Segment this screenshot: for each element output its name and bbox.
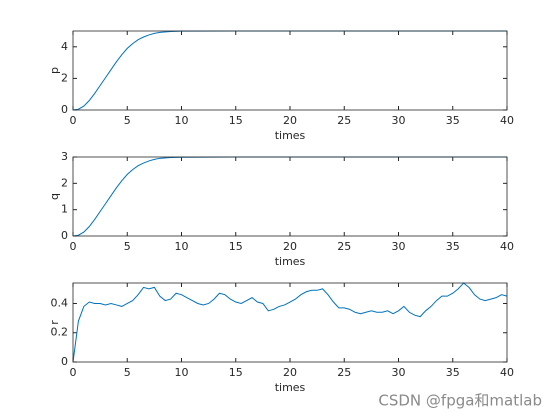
x-tick-label: 10 [175, 114, 189, 127]
x-tick-label: 25 [337, 240, 351, 253]
x-tick-label: 25 [337, 366, 351, 379]
x-tick-label: 40 [500, 240, 514, 253]
x-tick-label: 0 [70, 114, 77, 127]
y-tick-label: 3 [61, 150, 68, 163]
x-tick-label: 0 [70, 366, 77, 379]
x-tick-label: 35 [446, 114, 460, 127]
y-axis-label: q [48, 193, 61, 200]
x-axis-label: times [275, 381, 306, 394]
data-line [72, 282, 508, 363]
x-tick-label: 15 [229, 240, 243, 253]
y-tick-label: 0.4 [51, 296, 69, 309]
y-axis-label: p [48, 67, 61, 74]
y-tick-label: 1 [61, 203, 68, 216]
axes-box [72, 156, 508, 237]
x-tick-label: 0 [70, 240, 77, 253]
x-tick-label: 30 [392, 240, 406, 253]
axes-background [73, 157, 507, 236]
x-tick-label: 15 [229, 114, 243, 127]
y-tick-label: 0 [61, 229, 68, 242]
x-tick-label: 25 [337, 114, 351, 127]
x-tick-label: 15 [229, 366, 243, 379]
x-tick-label: 20 [283, 240, 297, 253]
x-tick-label: 30 [392, 366, 406, 379]
y-tick-label: 0.2 [51, 326, 69, 339]
y-tick-label: 4 [61, 40, 68, 53]
x-tick-label: 10 [175, 366, 189, 379]
x-tick-label: 40 [500, 366, 514, 379]
x-tick-label: 40 [500, 114, 514, 127]
y-tick-label: 2 [61, 71, 68, 84]
x-tick-label: 30 [392, 114, 406, 127]
x-tick-label: 35 [446, 240, 460, 253]
x-tick-label: 20 [283, 114, 297, 127]
x-tick-label: 5 [124, 240, 131, 253]
x-tick-label: 35 [446, 366, 460, 379]
y-tick-label: 2 [61, 176, 68, 189]
x-tick-label: 20 [283, 366, 297, 379]
y-axis-label: r [48, 320, 61, 325]
axes-background [73, 283, 507, 362]
x-axis-label: times [275, 129, 306, 142]
x-tick-label: 5 [124, 366, 131, 379]
x-axis-label: times [275, 255, 306, 268]
x-tick-label: 10 [175, 240, 189, 253]
axes-box [72, 30, 508, 111]
x-tick-label: 5 [124, 114, 131, 127]
y-tick-label: 0 [61, 103, 68, 116]
axes-box [72, 282, 508, 363]
watermark: CSDN @fpga和matlab [378, 392, 542, 410]
y-tick-label: 0 [61, 355, 68, 368]
axes-background [73, 31, 507, 110]
